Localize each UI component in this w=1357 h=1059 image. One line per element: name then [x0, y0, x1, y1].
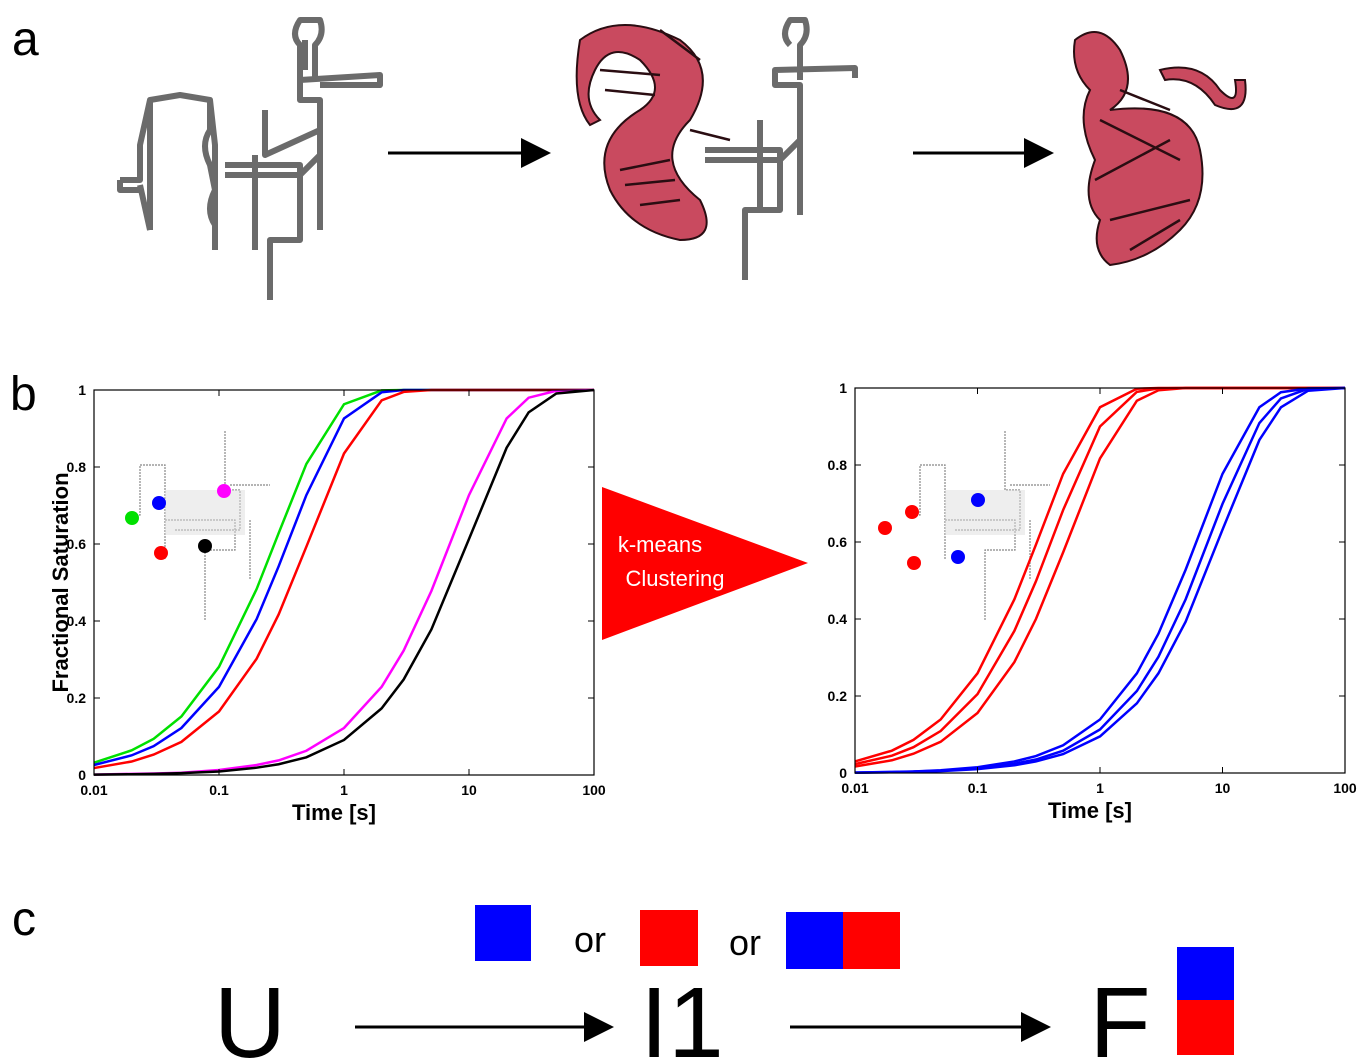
- y-tick-label: 0.2: [828, 688, 848, 704]
- series-line: [854, 386, 1346, 774]
- series-line: [854, 386, 1345, 768]
- series-line: [93, 388, 594, 764]
- inset-marker: [198, 539, 212, 553]
- y-tick-label: 0.4: [828, 611, 848, 627]
- x-tick-label: 10: [461, 782, 477, 798]
- y-tick-label: 0: [839, 765, 847, 781]
- clustering-label: Clustering: [625, 566, 724, 591]
- rna-secondary-structure: [117, 17, 383, 300]
- y-tick-label: 1: [839, 380, 847, 396]
- series-line: [93, 388, 595, 776]
- panel-label: b: [10, 368, 37, 421]
- conjunction: or: [729, 922, 761, 963]
- state-label: F: [1089, 967, 1150, 1059]
- y-tick-label: 0.4: [67, 613, 87, 629]
- x-tick-label: 10: [1215, 780, 1231, 796]
- y-tick-label: 0.6: [67, 536, 87, 552]
- x-tick-label: 100: [1333, 780, 1357, 796]
- inset-shade: [165, 490, 245, 535]
- cluster-square: [1177, 1000, 1234, 1055]
- plot-frame: [93, 389, 595, 776]
- x-tick-label: 0.01: [80, 782, 107, 798]
- y-tick-label: 1: [78, 382, 86, 398]
- series-line: [854, 386, 1345, 766]
- y-tick-label: 0.8: [67, 459, 87, 475]
- inset-marker: [951, 550, 965, 564]
- y-axis-label: Fractional Saturation: [48, 472, 73, 692]
- series-line: [854, 386, 1346, 774]
- series-line: [93, 388, 594, 767]
- series-line: [854, 386, 1346, 774]
- inset-structure: [910, 430, 1050, 620]
- inset-marker: [152, 496, 166, 510]
- inset-marker: [217, 484, 231, 498]
- x-tick-label: 1: [340, 782, 348, 798]
- series-line: [854, 386, 1345, 763]
- plot-frame: [854, 387, 1346, 774]
- y-tick-label: 0.6: [828, 534, 848, 550]
- x-axis-label: Time [s]: [292, 800, 376, 825]
- inset-marker: [971, 493, 985, 507]
- cluster-square: [1177, 947, 1234, 1000]
- inset-marker: [907, 556, 921, 570]
- inset-marker: [125, 511, 139, 525]
- x-tick-label: 0.1: [968, 780, 988, 796]
- y-tick-label: 0.8: [828, 457, 848, 473]
- y-tick-label: 0: [78, 767, 86, 783]
- inset-shade: [945, 490, 1025, 535]
- series-line: [93, 388, 595, 776]
- panel-label: c: [12, 893, 36, 946]
- cluster-square: [640, 910, 698, 966]
- x-tick-label: 0.1: [209, 782, 229, 798]
- x-tick-label: 1: [1096, 780, 1104, 796]
- cluster-square: [786, 912, 843, 969]
- inset-marker: [905, 505, 919, 519]
- state-label: U: [214, 967, 286, 1059]
- y-tick-label: 0.2: [67, 690, 87, 706]
- state-label: I1: [640, 967, 723, 1059]
- cluster-square: [843, 912, 900, 969]
- clustering-arrow: [602, 487, 808, 640]
- x-tick-label: 0.01: [841, 780, 868, 796]
- inset-marker: [878, 521, 892, 535]
- clustering-label: k-means: [618, 532, 702, 557]
- inset-structure: [130, 430, 270, 620]
- rna-folded-3d: [1073, 31, 1247, 267]
- inset-marker: [154, 546, 168, 560]
- conjunction: or: [574, 919, 606, 960]
- series-line: [93, 388, 594, 770]
- x-axis-label: Time [s]: [1048, 798, 1132, 823]
- x-tick-label: 100: [582, 782, 606, 798]
- panel-label: a: [12, 13, 39, 66]
- cluster-square: [475, 905, 531, 961]
- rna-partial-3d: [575, 17, 858, 280]
